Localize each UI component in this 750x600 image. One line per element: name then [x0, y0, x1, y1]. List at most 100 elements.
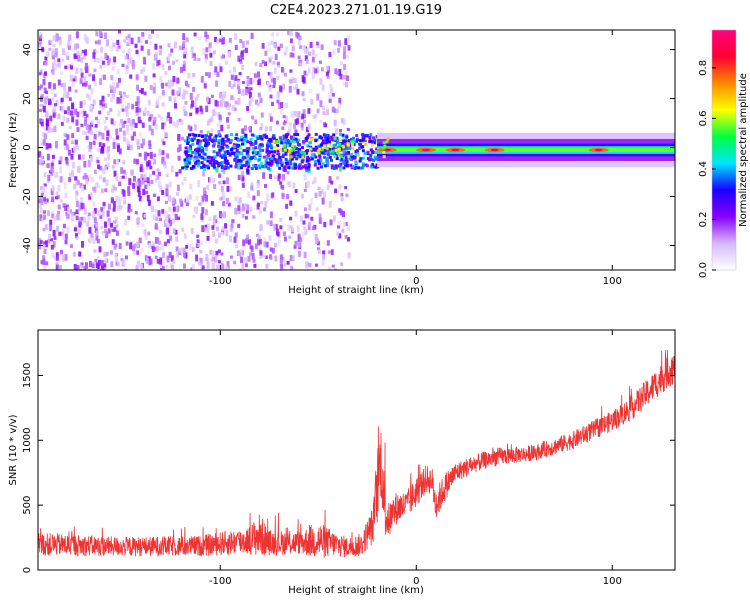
heatmap-cell	[268, 137, 272, 141]
heatmap-cell	[79, 221, 83, 226]
heatmap-cell	[314, 139, 318, 143]
heatmap-cell	[272, 139, 276, 143]
heatmap-cell	[253, 73, 257, 79]
heatmap-cell	[85, 66, 89, 73]
heatmap-cell	[209, 159, 213, 163]
heatmap-cell	[38, 31, 42, 36]
heatmap-cell	[317, 145, 321, 149]
heatmap-cell	[268, 86, 272, 92]
heatmap-cell	[42, 73, 46, 79]
heatmap-cell	[168, 206, 172, 212]
heatmap-cell	[230, 151, 234, 155]
heatmap-cell	[235, 158, 239, 166]
heatmap-cell	[258, 166, 262, 170]
heatmap-cell	[75, 200, 79, 208]
heatmap-cell	[159, 76, 163, 83]
heatmap-cell	[111, 165, 115, 169]
heatmap-cell	[294, 189, 298, 193]
heatmap-cell	[345, 54, 349, 59]
heatmap-cell	[371, 163, 375, 166]
heatmap-cell	[175, 236, 179, 242]
heatmap-cell	[305, 262, 309, 269]
heatmap-cell	[234, 100, 238, 105]
heatmap-cell	[239, 249, 243, 256]
heatmap-cell	[235, 155, 239, 159]
heatmap-cell	[212, 178, 215, 183]
heatmap-cell	[259, 97, 263, 103]
heatmap-cell	[206, 155, 210, 159]
heatmap-cell	[39, 84, 43, 89]
heatmap-cell	[52, 229, 56, 237]
heatmap-cell	[308, 51, 312, 56]
heatmap-cell	[302, 140, 305, 144]
heatmap-cell	[44, 224, 48, 230]
heatmap-cell	[185, 90, 189, 95]
heatmap-cell	[334, 166, 338, 170]
heatmap-cell	[42, 105, 46, 113]
heatmap-cell	[356, 151, 360, 155]
heatmap-cell	[269, 256, 273, 260]
heatmap-cell	[48, 224, 52, 232]
heatmap-cell	[161, 82, 165, 89]
heatmap-cell	[180, 247, 184, 251]
heatmap-cell	[292, 182, 296, 189]
heatmap-cell	[272, 61, 276, 65]
heatmap-cell	[177, 134, 181, 141]
heatmap-cell	[273, 157, 277, 161]
heatmap-cell	[161, 150, 165, 156]
heatmap-cell	[187, 124, 191, 130]
heatmap-cell	[80, 185, 84, 193]
heatmap-cell	[141, 180, 145, 186]
heatmap-cell	[270, 55, 273, 60]
heatmap-cell	[110, 199, 114, 203]
colorbar-frame	[711, 29, 737, 271]
heatmap-cell	[73, 146, 77, 151]
heatmap-cell	[93, 133, 97, 140]
heatmap-cell	[123, 39, 127, 43]
heatmap-cell	[191, 142, 195, 146]
heatmap-cell	[133, 176, 136, 182]
heatmap-cell	[348, 139, 351, 143]
heatmap-cell	[272, 84, 276, 88]
heatmap-cell	[188, 147, 192, 152]
heatmap-cell	[195, 254, 199, 262]
heatmap-cell	[280, 163, 284, 167]
heatmap-cell	[42, 244, 46, 249]
heatmap-cell	[55, 261, 59, 265]
heatmap-cell	[56, 195, 60, 199]
heatmap-cell	[172, 260, 176, 264]
heatmap-cell	[196, 155, 200, 159]
heatmap-cell	[39, 190, 43, 194]
heatmap-cell	[251, 115, 255, 120]
heatmap-cell	[64, 146, 67, 151]
heatmap-cell	[382, 146, 386, 150]
heatmap-cell	[319, 78, 323, 85]
heatmap-cell	[206, 120, 210, 126]
heatmap-cell	[237, 205, 241, 211]
heatmap-cell	[234, 146, 238, 150]
heatmap-cell	[87, 145, 91, 149]
heatmap-cell	[385, 140, 389, 144]
heatmap-cell	[43, 133, 47, 140]
heatmap-cell	[164, 241, 167, 247]
heatmap-cell	[199, 249, 203, 254]
heatmap-cell	[112, 200, 116, 208]
heatmap-cell	[215, 151, 219, 157]
heatmap-cell	[79, 68, 83, 72]
heatmap-cell	[98, 110, 102, 115]
heatmap-cell	[121, 104, 125, 112]
heatmap-cell	[321, 259, 325, 266]
heatmap-cell	[146, 152, 150, 157]
heatmap-cell	[306, 180, 310, 188]
heatmap-cell	[314, 113, 318, 118]
heatmap-cell	[195, 107, 199, 113]
heatmap-cell	[206, 34, 209, 39]
heatmap-cell	[40, 186, 44, 190]
heatmap-cell	[289, 166, 293, 170]
heatmap-cell	[66, 118, 70, 123]
y-tick-label: 0	[22, 567, 33, 573]
heatmap-cell	[302, 45, 306, 52]
heatmap-cell	[226, 185, 230, 192]
heatmap-cell	[282, 153, 285, 157]
heatmap-cell	[167, 80, 171, 87]
